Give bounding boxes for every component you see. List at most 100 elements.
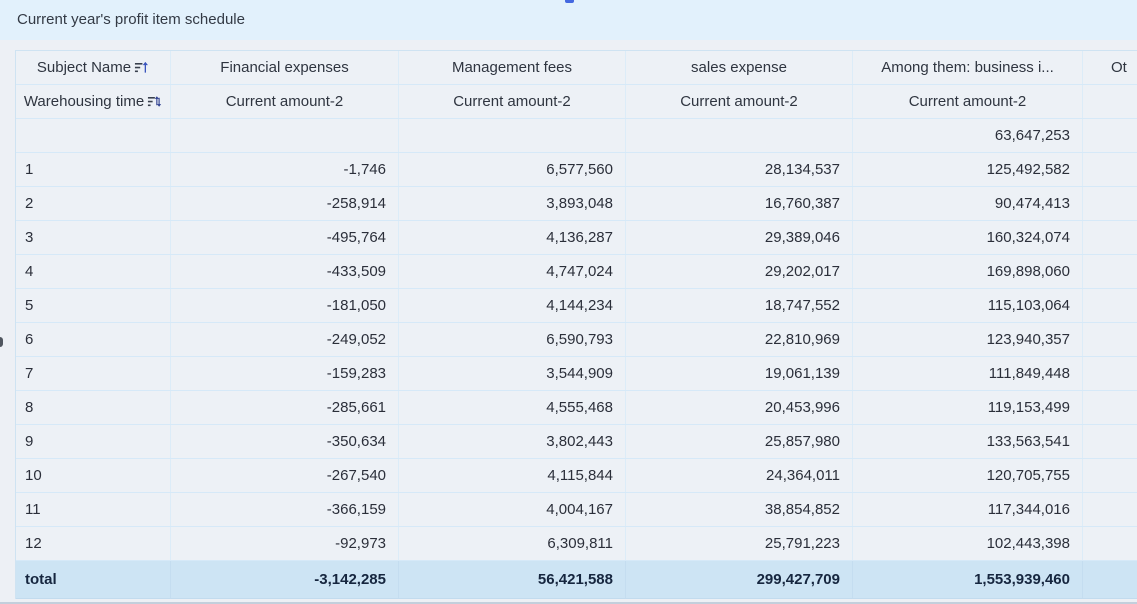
sort-ascending-icon[interactable] [134, 60, 149, 75]
header-management-fees[interactable]: Management fees [399, 51, 626, 84]
row-label-cell: 9 [16, 425, 171, 458]
table-row[interactable]: 6 -249,052 6,590,793 22,810,969 123,940,… [16, 323, 1137, 357]
table-header-row-2: Warehousing time Current amount-2 Curren… [16, 85, 1137, 119]
clipped-blue-element [565, 0, 574, 3]
row-label-cell: 4 [16, 255, 171, 288]
sales-expense-cell: 24,364,011 [626, 459, 853, 492]
management-fees-cell [399, 119, 626, 152]
management-fees-cell: 4,136,287 [399, 221, 626, 254]
total-sales-expense: 299,427,709 [626, 561, 853, 598]
sales-expense-cell: 28,134,537 [626, 153, 853, 186]
table-total-row: total -3,142,285 56,421,588 299,427,709 … [16, 561, 1137, 599]
table-row[interactable]: 12 -92,973 6,309,811 25,791,223 102,443,… [16, 527, 1137, 561]
management-fees-cell: 4,747,024 [399, 255, 626, 288]
other-clipped-cell [1083, 493, 1137, 526]
other-clipped-cell [1083, 153, 1137, 186]
subheader-current-amount[interactable]: Current amount-2 [853, 85, 1083, 118]
other-clipped-cell [1083, 289, 1137, 322]
management-fees-cell: 3,544,909 [399, 357, 626, 390]
subheader-current-amount[interactable]: Current amount-2 [626, 85, 853, 118]
sales-expense-cell: 18,747,552 [626, 289, 853, 322]
sales-expense-cell: 38,854,852 [626, 493, 853, 526]
total-among-them: 1,553,939,460 [853, 561, 1083, 598]
table-row[interactable]: 2 -258,914 3,893,048 16,760,387 90,474,4… [16, 187, 1137, 221]
among-them-cell: 169,898,060 [853, 255, 1083, 288]
table-row[interactable]: 3 -495,764 4,136,287 29,389,046 160,324,… [16, 221, 1137, 255]
header-subject-name[interactable]: Subject Name [16, 51, 171, 84]
among-them-cell: 119,153,499 [853, 391, 1083, 424]
financial-expenses-cell [171, 119, 399, 152]
table-row[interactable]: 8 -285,661 4,555,468 20,453,996 119,153,… [16, 391, 1137, 425]
page-title: Current year's profit item schedule [17, 11, 245, 28]
sort-both-icon[interactable] [147, 94, 162, 109]
management-fees-cell: 4,144,234 [399, 289, 626, 322]
table-row[interactable]: 1 -1,746 6,577,560 28,134,537 125,492,58… [16, 153, 1137, 187]
header-sales-expense[interactable]: sales expense [626, 51, 853, 84]
header-financial-expenses[interactable]: Financial expenses [171, 51, 399, 84]
bottom-window-edge [0, 602, 1137, 604]
other-clipped-cell [1083, 221, 1137, 254]
title-band: Current year's profit item schedule [0, 0, 1137, 40]
other-clipped-cell [1083, 323, 1137, 356]
table-body: 63,647,253 1 -1,746 6,577,560 28,134,537… [16, 119, 1137, 561]
among-them-cell: 160,324,074 [853, 221, 1083, 254]
financial-expenses-cell: -181,050 [171, 289, 399, 322]
row-label-cell: 5 [16, 289, 171, 322]
total-management-fees: 56,421,588 [399, 561, 626, 598]
row-label-cell: 1 [16, 153, 171, 186]
among-them-cell: 123,940,357 [853, 323, 1083, 356]
other-clipped-cell [1083, 391, 1137, 424]
management-fees-cell: 3,802,443 [399, 425, 626, 458]
financial-expenses-cell: -249,052 [171, 323, 399, 356]
financial-expenses-cell: -350,634 [171, 425, 399, 458]
sales-expense-cell: 20,453,996 [626, 391, 853, 424]
header-subject-name-label: Subject Name [36, 59, 132, 76]
table-header-row-1: Subject Name Financial expenses Manageme… [16, 51, 1137, 85]
financial-expenses-cell: -285,661 [171, 391, 399, 424]
financial-expenses-cell: -159,283 [171, 357, 399, 390]
management-fees-cell: 6,577,560 [399, 153, 626, 186]
among-them-cell: 111,849,448 [853, 357, 1083, 390]
subheader-other-clipped[interactable] [1083, 85, 1137, 118]
table-row[interactable]: 63,647,253 [16, 119, 1137, 153]
row-label-cell: 11 [16, 493, 171, 526]
among-them-cell: 63,647,253 [853, 119, 1083, 152]
header-warehousing-time-label: Warehousing time [23, 93, 145, 110]
row-label-cell: 6 [16, 323, 171, 356]
management-fees-cell: 4,555,468 [399, 391, 626, 424]
management-fees-cell: 6,590,793 [399, 323, 626, 356]
among-them-cell: 120,705,755 [853, 459, 1083, 492]
subheader-current-amount[interactable]: Current amount-2 [399, 85, 626, 118]
table-row[interactable]: 10 -267,540 4,115,844 24,364,011 120,705… [16, 459, 1137, 493]
financial-expenses-cell: -1,746 [171, 153, 399, 186]
among-them-cell: 133,563,541 [853, 425, 1083, 458]
table-row[interactable]: 5 -181,050 4,144,234 18,747,552 115,103,… [16, 289, 1137, 323]
total-label: total [16, 561, 171, 598]
header-warehousing-time[interactable]: Warehousing time [16, 85, 171, 118]
management-fees-cell: 6,309,811 [399, 527, 626, 560]
total-financial-expenses: -3,142,285 [171, 561, 399, 598]
other-clipped-cell [1083, 425, 1137, 458]
row-label-cell: 3 [16, 221, 171, 254]
header-among-them-business[interactable]: Among them: business i... [853, 51, 1083, 84]
row-label-cell: 12 [16, 527, 171, 560]
table-row[interactable]: 4 -433,509 4,747,024 29,202,017 169,898,… [16, 255, 1137, 289]
other-clipped-cell [1083, 187, 1137, 220]
financial-expenses-cell: -267,540 [171, 459, 399, 492]
management-fees-cell: 4,004,167 [399, 493, 626, 526]
financial-expenses-cell: -92,973 [171, 527, 399, 560]
table-row[interactable]: 11 -366,159 4,004,167 38,854,852 117,344… [16, 493, 1137, 527]
table-row[interactable]: 7 -159,283 3,544,909 19,061,139 111,849,… [16, 357, 1137, 391]
financial-expenses-cell: -495,764 [171, 221, 399, 254]
other-clipped-cell [1083, 459, 1137, 492]
table-row[interactable]: 9 -350,634 3,802,443 25,857,980 133,563,… [16, 425, 1137, 459]
sales-expense-cell: 22,810,969 [626, 323, 853, 356]
header-other-clipped[interactable]: Ot [1083, 51, 1137, 84]
other-clipped-cell [1083, 357, 1137, 390]
profit-schedule-table: Subject Name Financial expenses Manageme… [15, 50, 1137, 599]
financial-expenses-cell: -258,914 [171, 187, 399, 220]
management-fees-cell: 3,893,048 [399, 187, 626, 220]
subheader-current-amount[interactable]: Current amount-2 [171, 85, 399, 118]
sales-expense-cell: 19,061,139 [626, 357, 853, 390]
